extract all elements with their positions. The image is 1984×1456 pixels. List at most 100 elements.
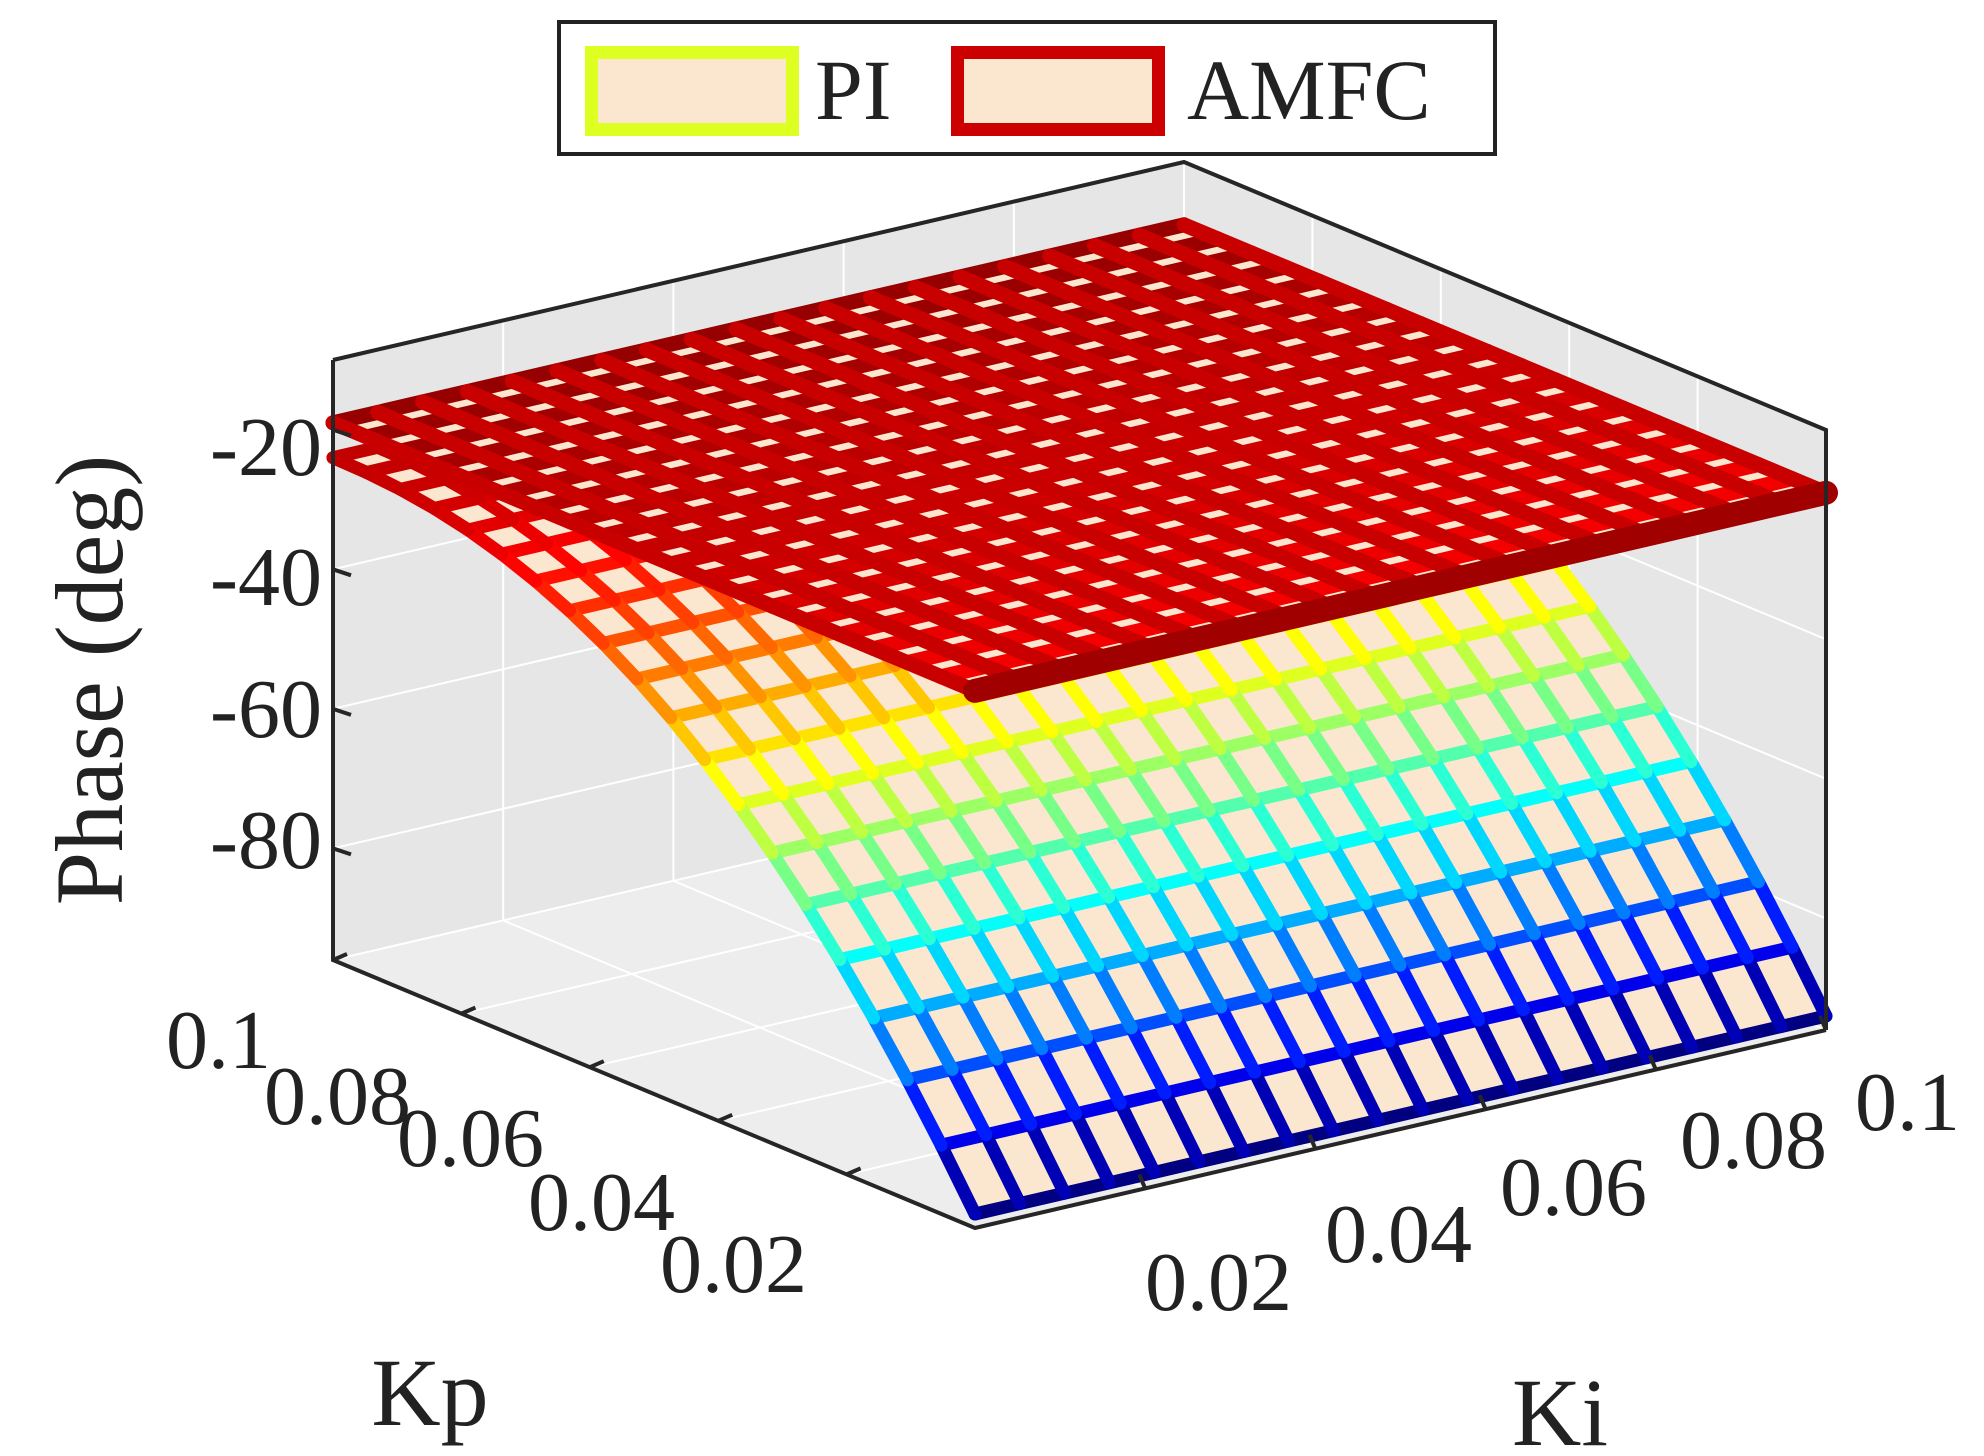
- pi-surface-cell: [749, 738, 829, 795]
- pi-surface-cell: [1377, 824, 1456, 893]
- pi-mesh-line: [1191, 869, 1239, 942]
- pi-mesh-line: [866, 766, 914, 829]
- pi-surface-cell: [738, 794, 818, 853]
- pi-mesh-line: [607, 593, 655, 640]
- pi-surface-cell: [1578, 655, 1658, 717]
- pi-mesh-line: [922, 932, 970, 1004]
- pi-surface-cell: [1344, 1041, 1423, 1121]
- pi-surface-cell: [1376, 592, 1456, 649]
- pi-mesh-line: [630, 672, 678, 725]
- pi-surface-cell: [760, 686, 840, 739]
- pi-mesh-line: [1203, 1076, 1251, 1158]
- pi-surface-cell: [850, 665, 929, 718]
- pi-surface-cell: [1668, 892, 1748, 968]
- pi-mesh-line: [1080, 1031, 1127, 1110]
- pi-mesh-line: [1359, 896, 1407, 972]
- pi-mesh-line: [1000, 735, 1048, 797]
- pi-surface-cell: [1477, 737, 1557, 804]
- pi-surface-cell: [1523, 999, 1603, 1079]
- pi-mesh-line: [799, 700, 1664, 912]
- y-tick-label: 0.04: [1325, 1188, 1472, 1281]
- pi-surface-cell: [1231, 924, 1311, 997]
- pi-mesh-line: [1616, 648, 1664, 714]
- pi-surface-cell: [1096, 710, 1176, 770]
- pi-surface-cell: [952, 1059, 1031, 1135]
- pi-surface-cell: [1522, 727, 1602, 793]
- amfc-mesh-line: [1042, 248, 1700, 532]
- pi-mesh-line: [1707, 885, 1754, 965]
- box-top-edges: [332, 159, 1828, 1030]
- pi-surface-cell: [670, 707, 750, 760]
- pi-surface-cell: [1567, 717, 1647, 783]
- amfc-mesh-line: [683, 331, 1341, 615]
- pi-surface-cell: [1499, 617, 1579, 676]
- pi-surface-cell: [963, 986, 1042, 1059]
- pi-mesh-line: [1628, 834, 1676, 910]
- pi-surface-cell: [1511, 792, 1591, 862]
- pi-surface-cell: [883, 707, 963, 763]
- amfc-mesh-line: [594, 352, 1252, 636]
- pi-mesh-line: [955, 746, 1003, 808]
- pi-surface-cell: [1198, 865, 1277, 935]
- pi-surface-cell: [772, 842, 851, 905]
- pi-surface-cell: [1063, 897, 1143, 966]
- pi-mesh-line: [1381, 762, 1429, 831]
- pi-surface-cell: [1421, 582, 1500, 638]
- pi-mesh-line: [1235, 628, 1283, 687]
- pi-mesh-line: [1326, 838, 1373, 910]
- pi-surface-cell: [1544, 606, 1624, 666]
- pi-surface-cell: [1097, 955, 1177, 1028]
- amfc-mesh-line: [459, 384, 1117, 667]
- pi-mesh-line: [1158, 1086, 1206, 1169]
- z-tick-label: -60: [210, 663, 322, 756]
- x-tick-mark: [845, 1166, 862, 1177]
- x-tick-label: 0.1: [166, 994, 271, 1087]
- pi-mesh-line: [1135, 704, 1182, 766]
- pi-mesh-line: [833, 755, 1698, 967]
- pi-surface-cell: [1747, 947, 1826, 1027]
- pi-mesh-line: [1414, 586, 1462, 645]
- pi-mesh-line: [652, 583, 700, 629]
- pi-surface-cell: [1175, 748, 1254, 811]
- pi-mesh-line: [1370, 828, 1418, 900]
- pi-mesh-line: [461, 523, 509, 561]
- pi-surface-cell: [715, 696, 795, 750]
- pi-mesh-line: [472, 491, 520, 526]
- pi-mesh-line: [574, 564, 621, 607]
- pi-mesh-line: [1225, 928, 1273, 1003]
- pi-mesh-line: [1056, 669, 1104, 728]
- pi-surface-cell: [1265, 986, 1345, 1062]
- pi-mesh-line: [675, 662, 723, 714]
- pi-surface-cell: [1489, 933, 1569, 1010]
- pi-mesh-line: [720, 651, 767, 704]
- pi-surface-cell: [1466, 803, 1546, 873]
- pi-surface-cell: [1321, 903, 1401, 976]
- amfc-mesh-line: [325, 415, 983, 699]
- pi-mesh-line: [1459, 575, 1507, 634]
- amfc-mesh-line: [773, 311, 1431, 595]
- z-tick-label: -40: [210, 531, 322, 624]
- pi-mesh-line: [686, 616, 734, 665]
- pi-surface-cell: [1052, 965, 1132, 1039]
- pi-surface-cell: [1085, 769, 1165, 832]
- pi-surface-cell: [1590, 840, 1669, 914]
- pi-surface-cell: [1500, 861, 1580, 934]
- pi-surface-cell: [1242, 855, 1322, 925]
- pi-mesh-line: [1460, 807, 1508, 879]
- pi-mesh-line: [1113, 1097, 1161, 1179]
- pi-mesh-line: [877, 711, 925, 770]
- pi-surface-cell: [1108, 886, 1188, 956]
- pi-mesh-line: [978, 856, 1026, 925]
- pi-mesh-line: [1639, 765, 1687, 837]
- pi-mesh-line: [933, 866, 981, 935]
- pi-mesh-line: [1269, 673, 1317, 735]
- pi-surface-cell: [940, 862, 1019, 929]
- x-tick-mark: [332, 952, 348, 962]
- pi-mesh-line: [1303, 721, 1350, 786]
- pi-mesh-line: [900, 1073, 948, 1152]
- pi-mesh-line: [1404, 886, 1452, 962]
- pi-mesh-line: [1438, 948, 1486, 1027]
- pi-mesh-line: [1213, 742, 1261, 807]
- pi-mesh-line: [1023, 846, 1071, 914]
